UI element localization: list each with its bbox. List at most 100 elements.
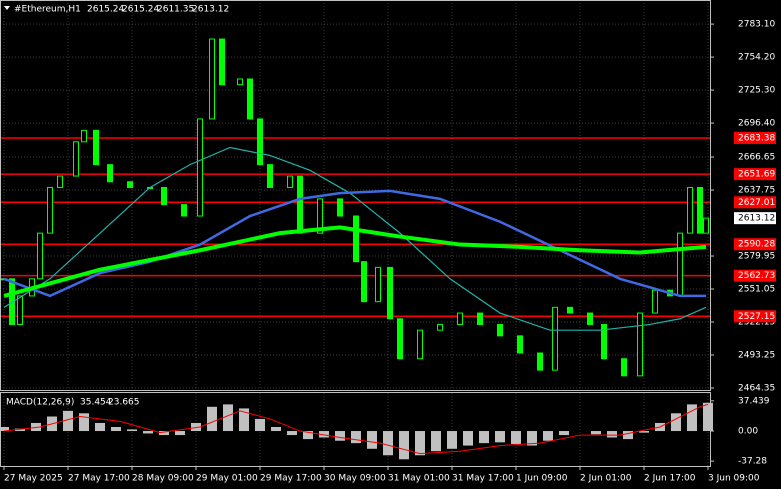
macd-bar [335,431,345,441]
level-label: 2683.38 [738,133,775,143]
macd-bar [639,431,649,433]
candle [47,186,53,234]
x-tick-label: 2 Jun 17:00 [644,474,696,484]
macd-bar [95,422,105,432]
macd-bar [143,431,153,434]
candle [517,335,523,354]
y-tick-label: 2551.05 [738,285,775,295]
macd-bar [255,418,265,432]
macd-bar [271,426,281,432]
main-frame [0,0,711,391]
macd-bar [399,431,409,460]
candle [375,266,381,303]
candle [703,217,709,234]
level-label: 2562.73 [738,271,775,281]
candle [552,306,558,371]
candle [361,261,367,303]
x-tick-label: 31 May 17:00 [452,474,514,484]
symbol: #Ethereum,H1 [14,5,81,15]
y-tick-label: -37.28 [738,457,767,467]
level-tag [734,196,776,209]
candle [652,289,658,314]
x-tick-label: 1 Jun 09:00 [516,474,568,484]
macd-bar [15,428,25,432]
macd-bar [703,402,713,432]
candle [247,78,253,120]
macd-bar [431,431,441,452]
candle [57,175,63,188]
level-tag [734,238,776,251]
candle [677,232,683,297]
candle [621,358,627,377]
candle [81,129,87,143]
x-tick-label: 27 May 2025 [4,474,63,484]
signal-line [3,403,709,455]
candle [601,323,607,360]
macd-bar [223,404,233,432]
y-tick-label: 2493.25 [738,351,775,361]
candle [73,141,79,177]
macd-bar [0,426,9,432]
level-tag [734,131,776,144]
macd-bar [319,431,329,438]
macd-bar [367,431,377,449]
macd-bar [351,431,361,444]
last-price-label: 2613.12 [738,214,775,224]
candle [353,215,359,263]
candle [337,198,343,217]
x-tick-label: 27 May 17:00 [68,474,130,484]
macd-bar [463,431,473,446]
macd-bar [447,431,457,449]
macd-bar [127,429,137,432]
candle [9,278,15,325]
candle [297,175,303,234]
y-tick-label: 2464.35 [738,384,775,394]
candle [587,312,593,325]
x-tick-label: 3 Jun 09:00 [708,474,760,484]
x-tick-label: 29 May 01:00 [196,474,258,484]
candle [317,198,323,234]
candle [497,323,503,337]
menu-arrow [4,6,10,10]
level-label: 2627.01 [738,198,775,208]
level-tag [734,269,776,282]
open: 2615.24 [87,5,124,15]
candle [219,38,225,86]
level-tag [734,168,776,181]
signal-value: 23.665 [108,398,140,408]
candle [567,306,573,314]
macd-value: 35.454 [80,398,112,408]
candle [257,118,263,166]
y-tick-label: 2666.65 [738,153,775,163]
y-tick-label: 2637.75 [738,186,775,196]
macd-bar [63,410,73,432]
macd-bar [303,431,313,440]
macd-bar [191,422,201,432]
y-tick-label: 2783.10 [738,20,775,30]
y-tick-label: 0.00 [738,427,758,437]
macd-bar [671,413,681,432]
moving-average [3,189,706,298]
candle [697,186,703,234]
candle [687,186,693,234]
macd-bar [623,431,633,440]
low: 2611.35 [157,5,194,15]
x-tick-label: 28 May 09:00 [132,474,194,484]
candle [417,329,423,360]
candle [181,204,187,217]
level-tag [734,310,776,323]
y-tick-label: 2696.40 [738,119,775,129]
macd-bar [111,426,121,432]
macd-label: MACD(12,26,9) [6,398,74,408]
x-tick-label: 2 Jun 01:00 [580,474,632,484]
candle [437,323,443,331]
candle [637,312,643,377]
level-label: 2651.69 [738,170,775,180]
macd-bar [287,431,297,436]
last-price-tag [734,212,776,225]
candle [477,312,483,325]
macd-bar [415,431,425,456]
candle [237,78,243,86]
high: 2615.24 [122,5,159,15]
